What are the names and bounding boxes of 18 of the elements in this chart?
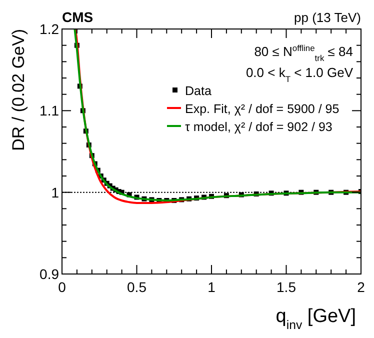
x-tick-label: 0 [58, 279, 66, 295]
legend-label: Data [185, 84, 212, 98]
y-tick-label: 1 [51, 184, 60, 200]
y-tick-label: 1.1 [40, 102, 60, 119]
chart-title: CMS [62, 9, 94, 25]
text: pp (13 TeV) [294, 10, 361, 25]
y-tick-label: 1.2 [40, 21, 60, 37]
x-tick-label: 2 [357, 279, 366, 295]
x-axis-title: q$_{inv}$ [GeV] [276, 306, 356, 332]
x-tick-label: 1 [208, 279, 216, 295]
annotation: 0.0 < k$_{T}$ < 1.0 GeV [246, 65, 354, 84]
x-tick-label: 1.5 [276, 279, 296, 295]
legend-label: Exp. Fit, χ² / dof = 5900 / 95 [185, 102, 340, 116]
annotation: 80 ≤ N$^{offline}$$_{trk}$ ≤ 84 [254, 43, 353, 63]
y-axis-title: DR / (0.02 GeV) [9, 29, 28, 151]
x-tick-label: 0.5 [127, 279, 147, 295]
legend-label: τ model, χ² / dof = 902 / 93 [185, 120, 332, 134]
y-tick-label: 0.9 [40, 266, 60, 282]
